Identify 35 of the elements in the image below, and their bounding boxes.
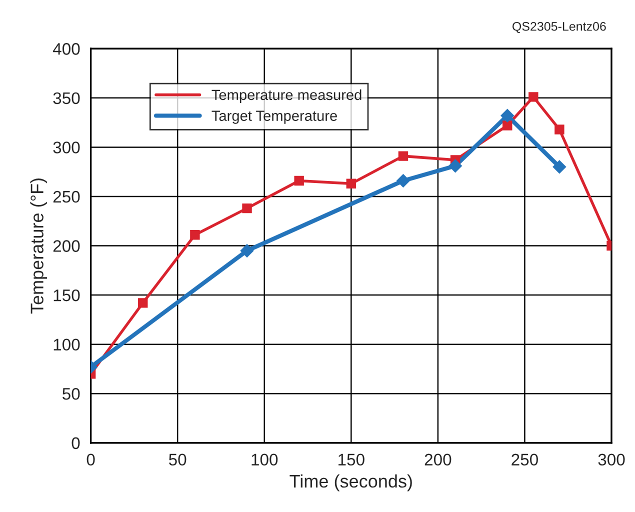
text: QS2305-Lentz06 xyxy=(512,22,606,34)
y-tick-label: 300 xyxy=(53,142,80,154)
point xyxy=(528,92,538,102)
point xyxy=(502,120,512,130)
point xyxy=(190,230,200,240)
legend-label: Target Temperature xyxy=(212,110,337,124)
y-tick-label: 100 xyxy=(54,338,80,351)
x-tick-label: 150 xyxy=(338,454,364,466)
y-tick-label: 150 xyxy=(54,289,80,302)
y-tick-label: 250 xyxy=(53,190,80,203)
point xyxy=(448,159,462,173)
point xyxy=(242,203,252,214)
point xyxy=(398,151,408,161)
y-tick-label: 50 xyxy=(62,388,80,400)
point xyxy=(294,176,304,186)
y-tick-label: 350 xyxy=(53,92,80,104)
x-tick-label: 50 xyxy=(168,454,186,466)
y-tick-label: 400 xyxy=(52,43,80,55)
point xyxy=(138,298,148,308)
point xyxy=(552,160,566,174)
y-tick-label: 0 xyxy=(72,437,80,450)
y-axis-title: Temperature (°F) xyxy=(30,178,48,314)
x-axis-title: Time (seconds) xyxy=(290,474,412,492)
x-tick-label: 250 xyxy=(512,454,538,466)
x-tick-label: 300 xyxy=(598,454,625,466)
point xyxy=(500,109,514,122)
point xyxy=(554,124,564,134)
x-tick-label: 0 xyxy=(86,454,95,466)
point xyxy=(346,178,356,189)
legend-label: Temperature measured xyxy=(212,89,362,103)
x-tick-label: 100 xyxy=(252,454,278,466)
y-tick-label: 200 xyxy=(53,240,80,252)
point xyxy=(396,174,410,188)
x-tick-label: 200 xyxy=(424,454,452,466)
point xyxy=(240,244,254,258)
